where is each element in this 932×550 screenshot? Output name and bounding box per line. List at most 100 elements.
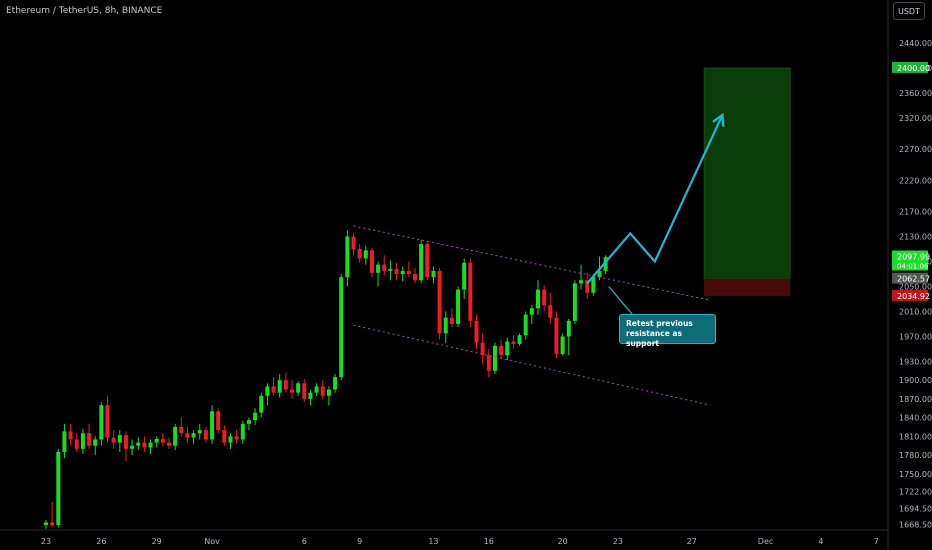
candle-body	[173, 426, 178, 446]
candle-body	[222, 430, 227, 443]
candle-body	[566, 320, 571, 337]
candle-body	[111, 437, 116, 443]
time-tick-label: 26	[96, 537, 106, 546]
candle-body	[419, 244, 424, 281]
candle-body	[105, 405, 110, 438]
time-tick-label: Nov	[204, 537, 220, 546]
candle-body	[456, 289, 461, 324]
candle-body	[123, 435, 128, 449]
candle-body	[80, 433, 85, 449]
candle-body	[296, 383, 301, 393]
time-tick-label: 7	[874, 537, 879, 546]
candle-body	[603, 257, 608, 271]
price-tick-label: 2270.00	[899, 145, 932, 154]
price-tick-label: 2360.00	[899, 89, 932, 98]
symbol-title: Ethereum / TetherUS, 8h, BINANCE	[6, 6, 163, 16]
candle-body	[234, 436, 239, 440]
price-label-bg	[892, 250, 928, 271]
drawing-layer	[353, 112, 725, 406]
candle-body	[240, 423, 245, 440]
annotation-pointer	[608, 286, 633, 315]
price-label-bg	[892, 61, 928, 73]
time-tick-label: 20	[558, 537, 568, 546]
price-label-countdown: 04:01:06	[897, 263, 929, 271]
candle-body	[148, 442, 153, 448]
annotation-line-1: Retest previous	[626, 319, 693, 328]
target-zone	[703, 67, 791, 279]
candlestick-series	[44, 230, 608, 529]
channel-upper	[353, 225, 711, 301]
channel-lower	[353, 324, 711, 406]
price-tick-label: 1930.00	[899, 357, 932, 366]
candle-body	[548, 305, 553, 318]
price-label-value: 2062.57	[897, 275, 930, 284]
time-tick-label: 27	[687, 537, 697, 546]
candle-body	[259, 395, 264, 413]
price-tick-label: 1900.00	[899, 376, 932, 385]
time-tick-label: 9	[357, 537, 362, 546]
time-tick-label: Dec	[758, 537, 773, 546]
time-tick-label: 29	[152, 537, 162, 546]
time-tick-label: 4	[818, 537, 823, 546]
price-tick-label: 2220.00	[899, 176, 932, 185]
time-axis[interactable]: 23 26 29 Nov 6 9 13 16 20 23 27 4 7 Dec	[41, 537, 879, 546]
candle-body	[117, 435, 122, 443]
price-label-value: 2400.00	[897, 64, 930, 73]
candle-body	[142, 442, 147, 448]
candle-body	[290, 389, 294, 393]
candle-body	[271, 386, 276, 393]
candle-body	[425, 244, 430, 278]
price-label-bg	[892, 289, 928, 301]
price-tick-label: 2010.00	[899, 307, 932, 316]
price-label-value: 2034.92	[897, 292, 930, 301]
price-tick-label: 2440.00	[899, 39, 932, 48]
price-label-tag: 2400.00	[892, 61, 930, 73]
candle-body	[253, 412, 258, 421]
candle-body	[197, 430, 202, 434]
candle-body	[185, 433, 190, 438]
candle-body	[468, 262, 473, 321]
price-label-value: 2097.99	[897, 253, 930, 262]
price-tick-label: 1870.00	[899, 395, 932, 404]
candle-body	[388, 269, 393, 271]
price-tick-label: 1668.50	[899, 521, 932, 530]
time-tick-label: 6	[302, 537, 307, 546]
price-label-tag: 2062.57	[892, 272, 930, 284]
candle-body	[591, 277, 596, 293]
candle-body	[474, 320, 479, 343]
price-tick-label: 1840.00	[899, 414, 932, 423]
candle-body	[210, 411, 215, 440]
candle-body	[492, 345, 497, 371]
candle-body	[382, 264, 387, 271]
candle-body	[228, 436, 233, 443]
candle-body	[486, 355, 491, 371]
candle-body	[130, 445, 135, 449]
candle-body	[326, 389, 331, 396]
candle-body	[68, 431, 73, 440]
candle-body	[357, 249, 362, 259]
candle-body	[314, 386, 319, 393]
candle-body	[529, 308, 534, 315]
candle-body	[277, 380, 282, 393]
candle-body	[480, 342, 485, 356]
candle-body	[167, 442, 171, 446]
price-tick-label: 1694.50	[899, 504, 932, 513]
currency-button[interactable]: USDT	[893, 2, 925, 20]
candle-body	[265, 386, 270, 396]
candle-body	[320, 386, 325, 396]
price-axis[interactable]: 1668.50 1694.50 1722.00 1750.00 1780.00 1810.…	[899, 39, 932, 530]
candle-body	[50, 522, 55, 526]
candle-body	[87, 433, 92, 446]
candle-body	[579, 280, 584, 284]
time-tick-label: 16	[484, 537, 494, 546]
candle-body	[203, 430, 208, 440]
candle-body	[93, 439, 98, 446]
candle-body	[560, 336, 565, 354]
candle-body	[99, 405, 104, 440]
candle-body	[406, 270, 411, 274]
price-tick-label: 2170.00	[899, 208, 932, 217]
candle-body	[302, 383, 307, 399]
candle-body	[216, 411, 221, 431]
